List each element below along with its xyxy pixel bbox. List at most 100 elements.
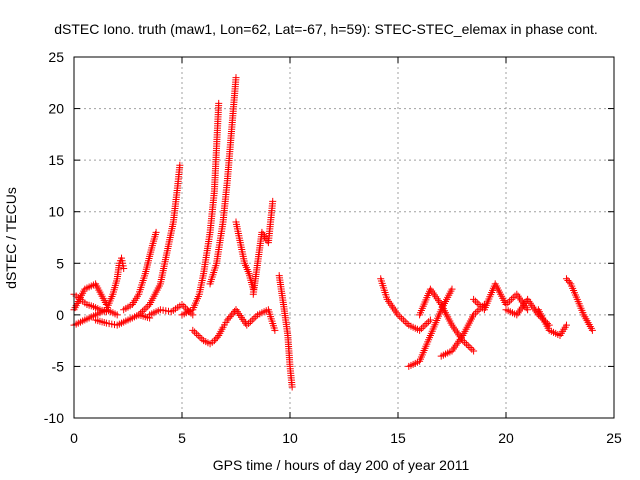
data-series-arc_16	[405, 285, 456, 370]
x-tick-labels: 0 5 10 15 20 25	[70, 430, 622, 446]
data-point	[448, 285, 456, 293]
data-point-interp	[471, 309, 479, 317]
data-point-interp	[212, 335, 220, 343]
data-point-interp	[504, 299, 512, 307]
data-point-interp	[140, 306, 148, 314]
plot-frame	[73, 56, 615, 419]
data-point-interp	[462, 340, 470, 348]
data-point-interp	[194, 331, 202, 339]
data-point-interp	[142, 304, 150, 312]
data-point	[416, 326, 424, 334]
data-point-interp	[138, 307, 146, 315]
x-tick-label: 15	[390, 430, 406, 446]
data-point-interp	[564, 276, 572, 284]
axis-ticks	[73, 56, 615, 419]
data-series-arc_3	[102, 254, 128, 314]
data-point-interp	[250, 314, 258, 322]
data-point-interp	[192, 330, 200, 338]
data-point-interp	[198, 335, 206, 343]
data-point-interp	[401, 318, 409, 326]
x-axis-label: GPS time / hours of day 200 of year 2011	[213, 457, 470, 473]
data-point-interp	[245, 319, 253, 327]
x-tick-label: 20	[498, 430, 514, 446]
x-tick-label: 25	[606, 430, 622, 446]
x-tick-label: 0	[70, 430, 78, 446]
data-series-arc_14	[275, 272, 296, 391]
data-point-interp	[421, 321, 429, 329]
x-tick-label: 5	[178, 430, 186, 446]
data-point-interp	[464, 342, 472, 350]
y-tick-label: 5	[56, 255, 64, 271]
y-tick-labels: -10 -5 0 5 10 15 20 25	[44, 49, 64, 426]
data-point-interp	[477, 302, 485, 310]
data-series-arc_12	[249, 197, 277, 298]
data-point	[394, 311, 402, 319]
data-point	[120, 264, 128, 272]
data-series-arc_18	[437, 301, 488, 360]
data-point-interp	[248, 316, 256, 324]
data-point-interp	[468, 345, 476, 353]
data-point	[176, 161, 184, 169]
data-point-interp	[475, 301, 483, 309]
data-point-interp	[419, 323, 427, 331]
data-point	[426, 316, 434, 324]
data-point	[210, 337, 218, 345]
data-point-interp	[182, 304, 190, 312]
data-series-arc_6	[135, 161, 184, 319]
data-point-interp	[399, 316, 407, 324]
data-point-interp	[246, 318, 254, 326]
data-point	[470, 295, 478, 303]
data-point-interp	[425, 318, 433, 326]
data-point-interp	[403, 319, 411, 327]
data-point	[269, 197, 277, 205]
data-series-arc_8	[178, 99, 223, 319]
data-point	[470, 347, 478, 355]
data-point	[215, 99, 223, 107]
data-point-interp	[213, 333, 221, 341]
data-point	[113, 311, 121, 319]
data-series-arc_15	[377, 275, 434, 334]
data-point	[524, 306, 532, 314]
data-point-interp	[461, 338, 469, 346]
data-point-interp	[473, 307, 481, 315]
y-tick-label: -5	[52, 358, 65, 374]
data-point-interp	[252, 313, 260, 321]
data-series-arc_9	[189, 306, 240, 348]
x-tick-label: 10	[282, 430, 298, 446]
data-point-interp	[226, 313, 234, 321]
y-tick-label: 10	[48, 204, 64, 220]
data-series-arc_13	[232, 306, 279, 334]
y-tick-label: 25	[48, 49, 64, 65]
data-point-interp	[565, 278, 573, 286]
y-tick-label: 15	[48, 152, 64, 168]
data-series-arc_22	[562, 275, 596, 334]
data-point-interp	[396, 313, 404, 321]
data-markers	[70, 74, 596, 391]
data-series-arc_17	[416, 285, 478, 355]
data-series-arc_10	[206, 74, 240, 288]
data-point	[232, 74, 240, 82]
y-tick-label: 0	[56, 307, 64, 323]
data-point	[271, 326, 279, 334]
data-point	[228, 311, 236, 319]
data-point-interp	[471, 297, 479, 305]
data-point	[243, 321, 251, 329]
y-tick-label: 20	[48, 101, 64, 117]
y-tick-label: -10	[44, 410, 64, 426]
data-point	[178, 301, 186, 309]
data-point-interp	[509, 294, 517, 302]
data-point-interp	[180, 302, 188, 310]
data-point	[588, 326, 596, 334]
data-point-interp	[398, 314, 406, 322]
data-point-interp	[196, 333, 204, 341]
data-point	[562, 321, 570, 329]
data-point-interp	[191, 328, 199, 336]
chart-title: dSTEC Iono. truth (maw1, Lon=62, Lat=-67…	[54, 21, 598, 37]
data-point-interp	[144, 302, 152, 310]
data-series-arc_2	[70, 290, 110, 316]
data-point-interp	[506, 297, 514, 305]
data-point-interp	[507, 295, 515, 303]
data-point	[470, 311, 478, 319]
y-axis-label: dSTEC / TECUs	[3, 187, 19, 289]
